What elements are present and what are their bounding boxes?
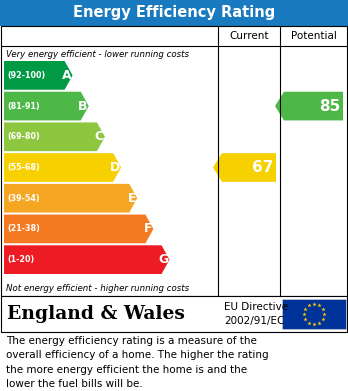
Text: Not energy efficient - higher running costs: Not energy efficient - higher running co… [6, 284, 189, 293]
Text: (92-100): (92-100) [7, 71, 45, 80]
Text: G: G [158, 253, 168, 266]
Polygon shape [4, 245, 169, 274]
Text: (69-80): (69-80) [7, 132, 40, 141]
Polygon shape [4, 215, 153, 243]
Text: C: C [95, 130, 104, 143]
Text: Very energy efficient - lower running costs: Very energy efficient - lower running co… [6, 50, 189, 59]
Polygon shape [4, 92, 89, 120]
Polygon shape [275, 92, 343, 120]
Bar [0, 0, 348, 26]
Text: (55-68): (55-68) [7, 163, 40, 172]
Text: (39-54): (39-54) [7, 194, 40, 203]
Text: Current: Current [229, 31, 269, 41]
Text: F: F [144, 222, 152, 235]
Bar [1, 26, 347, 296]
Polygon shape [4, 153, 121, 182]
Text: England & Wales: England & Wales [7, 305, 185, 323]
Text: EU Directive
2002/91/EC: EU Directive 2002/91/EC [224, 302, 288, 326]
Bar [1, 296, 347, 332]
Text: E: E [128, 192, 136, 205]
Polygon shape [4, 122, 105, 151]
Text: D: D [110, 161, 120, 174]
Text: (21-38): (21-38) [7, 224, 40, 233]
Text: 85: 85 [319, 99, 340, 113]
Polygon shape [4, 61, 73, 90]
Text: (1-20): (1-20) [7, 255, 34, 264]
Polygon shape [213, 153, 276, 182]
Polygon shape [4, 184, 137, 213]
Bar [282, 299, 346, 329]
Text: Potential: Potential [291, 31, 337, 41]
Text: 67: 67 [252, 160, 273, 175]
Text: A: A [62, 69, 72, 82]
Text: B: B [78, 100, 88, 113]
Text: Energy Efficiency Rating: Energy Efficiency Rating [73, 5, 275, 20]
Text: (81-91): (81-91) [7, 102, 40, 111]
Text: The energy efficiency rating is a measure of the
overall efficiency of a home. T: The energy efficiency rating is a measur… [6, 336, 269, 389]
